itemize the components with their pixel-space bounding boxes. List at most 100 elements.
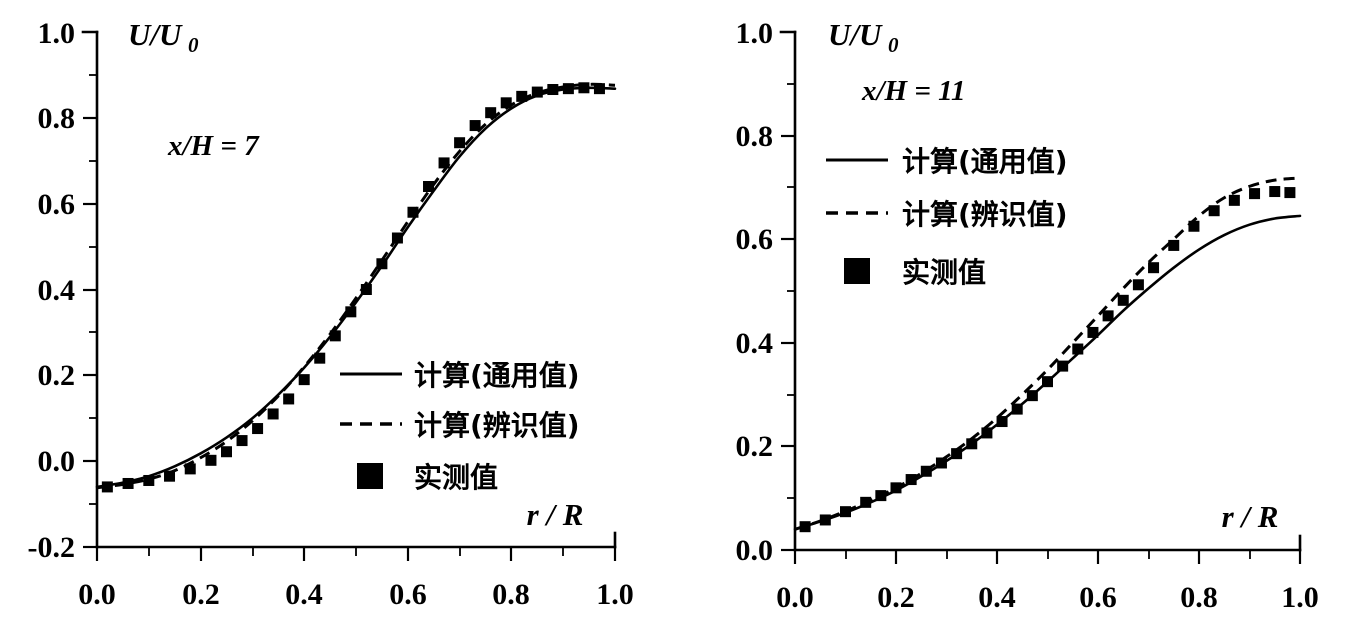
data-point-marker xyxy=(981,427,993,439)
data-point-marker xyxy=(966,438,978,450)
left-x-tick-label: 1.0 xyxy=(596,578,634,611)
legend-label-square: 实测值 xyxy=(902,256,986,289)
data-point-marker xyxy=(905,474,917,486)
data-point-marker xyxy=(1148,262,1160,274)
left-y-tick-label: 1.0 xyxy=(38,17,76,50)
left-y-tick-label: 0.8 xyxy=(38,102,76,135)
left-legend: 计算(通用值) 计算(辨识值) 实测值 xyxy=(340,359,580,494)
right-y-ticks xyxy=(781,83,795,552)
right-x-tick-label: 1.0 xyxy=(1281,581,1319,614)
left-curve-dashed xyxy=(96,82,616,490)
left-y-tick-label: 0.4 xyxy=(38,274,76,307)
data-point-marker xyxy=(122,477,134,489)
right-x-tick-label: 0.6 xyxy=(1079,581,1117,614)
data-point-marker xyxy=(438,157,450,169)
data-point-marker xyxy=(516,90,528,102)
data-point-marker xyxy=(469,120,481,132)
right-curve-solid xyxy=(793,214,1302,531)
left-x-tick-labels: 0.0 0.2 0.4 0.6 0.8 1.0 xyxy=(78,578,634,611)
chart-panel-right: 0.0 0.2 0.4 0.6 0.8 1.0 0.0 0.2 0.4 0.6 … xyxy=(680,0,1359,627)
data-point-marker xyxy=(314,352,326,364)
right-y-axis-title-subscript: 0 xyxy=(888,33,899,57)
left-y-tick-labels: -0.2 0.0 0.2 0.4 0.6 0.8 1.0 xyxy=(28,17,76,564)
data-point-marker xyxy=(1072,343,1084,355)
right-y-tick-labels: 0.0 0.2 0.4 0.6 0.8 1.0 xyxy=(736,17,774,567)
data-point-marker xyxy=(485,107,497,119)
right-y-tick-label: 1.0 xyxy=(736,17,774,50)
legend-label-solid: 计算(通用值) xyxy=(902,145,1068,178)
data-point-marker xyxy=(1249,188,1261,200)
data-point-marker xyxy=(298,374,310,386)
left-x-tick-label: 0.8 xyxy=(492,578,530,611)
legend-label-solid: 计算(通用值) xyxy=(414,359,580,392)
data-point-marker xyxy=(360,284,372,295)
data-point-marker xyxy=(1228,194,1240,206)
data-point-marker xyxy=(267,408,279,420)
data-point-marker xyxy=(1102,310,1114,322)
data-point-marker xyxy=(500,97,512,109)
data-point-marker xyxy=(101,481,113,493)
data-point-marker xyxy=(1117,294,1129,306)
data-point-marker xyxy=(283,393,295,405)
data-point-marker xyxy=(1011,403,1023,415)
data-point-marker xyxy=(143,474,155,486)
left-y-tick-label: 0.0 xyxy=(38,445,76,478)
data-point-marker xyxy=(547,84,559,96)
left-y-axis-title: U/U xyxy=(128,17,183,52)
left-axes xyxy=(81,30,617,549)
left-y-tick-label: -0.2 xyxy=(28,531,76,564)
right-y-tick-label: 0.8 xyxy=(736,120,774,153)
legend-square-sample xyxy=(844,258,870,284)
data-point-marker xyxy=(407,206,419,218)
data-point-marker xyxy=(391,232,403,244)
left-x-ticks xyxy=(95,547,617,561)
data-point-marker xyxy=(1208,205,1220,217)
data-point-marker xyxy=(578,82,590,94)
data-point-marker xyxy=(890,482,902,494)
right-axes xyxy=(779,30,1302,552)
data-point-marker xyxy=(819,514,831,526)
left-condition-annotation: x/H = 7 xyxy=(167,130,260,162)
data-point-marker xyxy=(1188,220,1200,232)
data-point-marker xyxy=(164,470,176,482)
right-y-tick-label: 0.0 xyxy=(736,534,774,567)
chart-left-svg: -0.2 0.0 0.2 0.4 0.6 0.8 1.0 0.0 0.2 0.4… xyxy=(28,17,634,611)
legend-label-dashed: 计算(辨识值) xyxy=(414,409,580,442)
right-x-axis-title: r / R xyxy=(1222,499,1279,534)
data-point-marker xyxy=(423,181,435,192)
data-point-marker xyxy=(1087,326,1099,338)
right-x-ticks xyxy=(793,550,1302,564)
left-y-tick-label: 0.2 xyxy=(38,359,76,392)
data-point-marker xyxy=(996,416,1008,428)
data-point-marker xyxy=(329,330,341,342)
data-point-marker xyxy=(531,86,543,98)
legend-square-sample xyxy=(357,463,383,489)
right-markers xyxy=(799,186,1296,533)
left-markers xyxy=(101,82,605,493)
left-x-tick-label: 0.6 xyxy=(389,578,427,611)
data-point-marker xyxy=(840,506,851,518)
data-point-marker xyxy=(454,137,466,149)
right-legend: 计算(通用值) 计算(辨识值) 实测值 xyxy=(826,145,1068,289)
data-point-marker xyxy=(951,448,963,460)
legend-label-square: 实测值 xyxy=(414,461,498,494)
right-y-tick-label: 0.2 xyxy=(736,430,774,463)
right-condition-annotation: x/H = 11 xyxy=(861,75,966,107)
right-curve-dashed xyxy=(794,176,1301,531)
data-point-marker xyxy=(1057,360,1069,372)
data-point-marker xyxy=(252,423,264,435)
right-x-tick-labels: 0.0 0.2 0.4 0.6 0.8 1.0 xyxy=(776,581,1319,614)
left-x-tick-label: 0.2 xyxy=(182,578,220,611)
left-y-ticks xyxy=(83,74,97,549)
data-point-marker xyxy=(205,454,217,466)
data-point-marker xyxy=(1269,186,1281,198)
left-x-tick-label: 0.4 xyxy=(285,578,323,611)
left-y-axis-title-subscript: 0 xyxy=(188,33,199,57)
data-point-marker xyxy=(1168,239,1180,251)
right-x-tick-label: 0.0 xyxy=(776,581,814,614)
legend-label-dashed: 计算(辨识值) xyxy=(902,198,1068,231)
chart-right-svg: 0.0 0.2 0.4 0.6 0.8 1.0 0.0 0.2 0.4 0.6 … xyxy=(736,17,1319,614)
data-point-marker xyxy=(593,83,605,95)
right-y-axis-title: U/U xyxy=(828,17,883,52)
